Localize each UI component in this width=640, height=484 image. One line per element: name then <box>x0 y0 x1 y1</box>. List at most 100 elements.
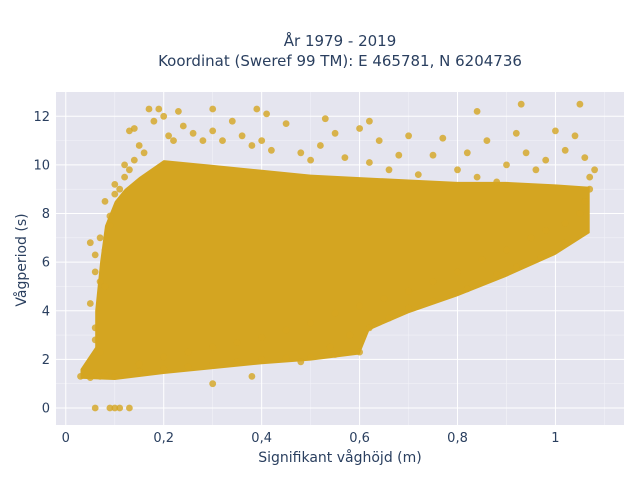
data-point <box>263 110 270 118</box>
data-point <box>532 166 540 174</box>
data-point <box>385 314 393 322</box>
data-point <box>91 251 99 259</box>
data-point <box>561 146 569 154</box>
data-point <box>179 122 187 130</box>
data-point <box>106 222 114 230</box>
data-point <box>111 404 119 412</box>
data-point <box>209 343 217 351</box>
data-point <box>561 219 569 227</box>
data-point <box>86 239 94 247</box>
data-point <box>395 151 403 159</box>
y-axis-title: Vågperiod (s) <box>13 213 30 306</box>
data-point <box>581 198 589 205</box>
data-point <box>135 368 143 375</box>
data-point <box>405 132 412 140</box>
data-point <box>576 100 584 108</box>
data-point <box>116 404 124 412</box>
data-point <box>101 371 109 379</box>
data-point <box>366 159 373 166</box>
data-point <box>199 137 207 145</box>
data-point <box>341 154 349 162</box>
data-point <box>527 234 535 242</box>
data-point <box>165 132 173 140</box>
y-tick-label: 12 <box>33 110 50 125</box>
data-point <box>106 404 114 412</box>
data-point <box>473 173 481 181</box>
data-point <box>414 171 422 179</box>
data-point <box>405 287 412 295</box>
data-point <box>366 117 373 125</box>
data-point <box>130 156 138 164</box>
data-point <box>140 149 148 157</box>
data-point <box>317 142 324 149</box>
data-point <box>307 319 314 327</box>
data-point <box>429 278 437 285</box>
data-point <box>248 142 256 149</box>
data-point <box>160 112 168 120</box>
data-point <box>463 285 471 293</box>
data-point <box>473 108 481 115</box>
data-point <box>101 246 109 254</box>
data-point <box>106 212 114 220</box>
data-point <box>356 348 363 356</box>
data-point <box>228 117 236 125</box>
data-point <box>356 302 363 310</box>
data-point <box>121 370 128 378</box>
data-point <box>135 360 143 368</box>
data-point <box>282 354 290 362</box>
data-point <box>561 239 569 247</box>
data-point <box>542 156 550 164</box>
data-point <box>170 137 177 145</box>
data-point <box>209 127 217 135</box>
data-point <box>463 149 471 157</box>
data-point <box>96 234 104 242</box>
x-axis-ticks: 0 0,2 0,4 0,6 0,8 1 <box>62 431 560 446</box>
data-point <box>503 161 510 169</box>
x-tick-label: 0,6 <box>349 431 370 446</box>
data-point <box>346 331 354 339</box>
data-point <box>307 353 314 361</box>
data-point <box>326 343 334 351</box>
dense-point-area <box>80 160 590 380</box>
data-point <box>282 120 290 127</box>
data-point <box>429 297 437 305</box>
data-point <box>478 256 486 264</box>
y-axis-ticks: 0 2 4 6 8 10 12 <box>33 110 50 417</box>
data-point <box>282 326 290 334</box>
data-point <box>184 348 192 356</box>
data-point <box>331 351 339 358</box>
data-point <box>209 360 217 368</box>
data-point <box>405 304 412 312</box>
data-point <box>125 166 133 174</box>
chart-title-line2: Koordinat (Sweref 99 TM): E 465781, N 62… <box>158 52 522 70</box>
y-tick-label: 6 <box>42 256 50 271</box>
data-point <box>517 100 525 108</box>
data-point <box>184 363 192 371</box>
data-point <box>331 129 339 137</box>
data-point <box>125 404 133 412</box>
data-point <box>356 125 363 132</box>
data-point <box>576 210 584 217</box>
data-point <box>150 117 158 125</box>
data-point <box>135 142 143 149</box>
x-tick-label: 0 <box>62 431 70 446</box>
x-tick-label: 1 <box>551 431 559 446</box>
y-tick-label: 4 <box>42 304 50 319</box>
data-point <box>219 137 226 145</box>
data-point <box>233 358 241 366</box>
chart-title-line1: År 1979 - 2019 <box>284 31 397 50</box>
data-point <box>591 166 598 174</box>
data-point <box>258 356 266 363</box>
data-point <box>581 154 589 162</box>
data-point <box>101 283 109 290</box>
data-point <box>111 181 119 188</box>
data-point <box>429 151 437 159</box>
data-point <box>297 358 305 366</box>
data-point <box>512 129 520 137</box>
data-point <box>522 149 530 157</box>
data-point <box>537 253 545 261</box>
data-point <box>571 132 579 140</box>
data-point <box>542 227 550 234</box>
